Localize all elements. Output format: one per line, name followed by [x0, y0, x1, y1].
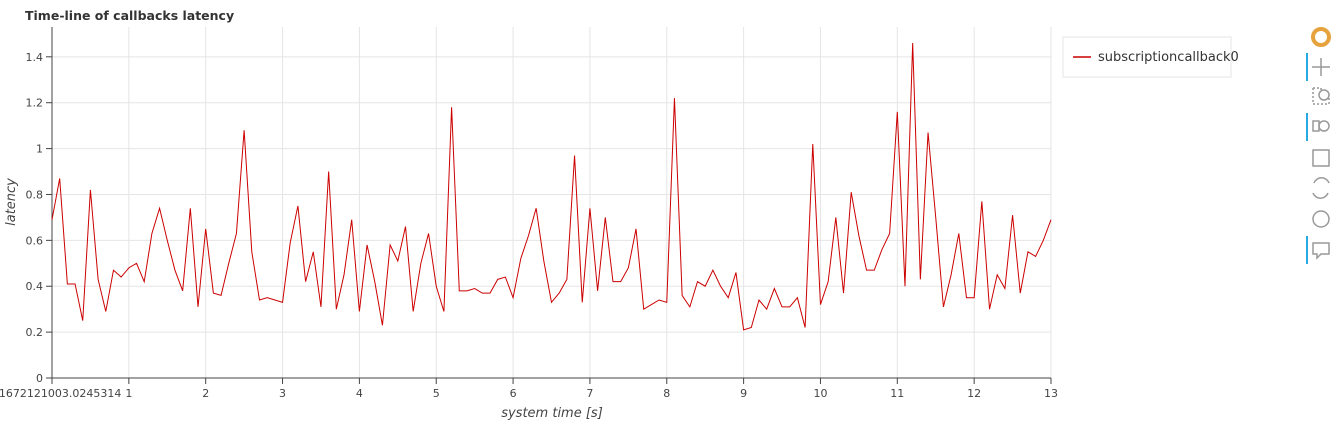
- y-tick-label: 0.8: [26, 188, 44, 201]
- y-tick-label: 1.2: [26, 97, 44, 110]
- x-tick-label: 1: [125, 387, 132, 400]
- x-tick-label: 9: [740, 387, 747, 400]
- save-tool[interactable]: [1312, 149, 1330, 167]
- box-zoom-tool[interactable]: [1312, 87, 1330, 105]
- y-tick-label: 0.2: [26, 326, 44, 339]
- x-tick-label: 8: [663, 387, 670, 400]
- wheel-icon: [1312, 120, 1320, 132]
- reset-tool[interactable]: [1312, 177, 1330, 199]
- y-tick-label: 1: [36, 143, 43, 156]
- chart-title: Time-line of callbacks latency: [25, 8, 234, 23]
- y-tick-label: 0.4: [26, 280, 44, 293]
- x-tick-label: 6: [510, 387, 517, 400]
- wheel-zoom-tool[interactable]: [1318, 120, 1330, 132]
- toolbar: [1306, 27, 1331, 264]
- x-tick-label: 12: [967, 387, 981, 400]
- pan-tool[interactable]: [1312, 58, 1330, 76]
- series-line: [51, 43, 1052, 331]
- bokeh-logo[interactable]: [1311, 27, 1331, 47]
- x-tick-label: 10: [813, 387, 827, 400]
- y-tick-label: 0.6: [26, 234, 44, 247]
- y-tick-label: 1.4: [26, 51, 44, 64]
- y-axis-label: latency: [4, 178, 19, 226]
- y-tick-label: 0: [36, 372, 43, 385]
- x-tick-label: 7: [586, 387, 593, 400]
- zoom-lens: [1318, 89, 1330, 101]
- x-tick-label: 13: [1044, 387, 1058, 400]
- x-tick-label: 4: [356, 387, 363, 400]
- x-tick-label: 2: [202, 387, 209, 400]
- legend-label: subscriptioncallback0: [1098, 50, 1239, 65]
- x-tick-label: 0+1672121003.0245314: [0, 387, 121, 400]
- x-tick-label: 11: [890, 387, 904, 400]
- help-tool[interactable]: [1312, 210, 1330, 228]
- hover-tool[interactable]: [1312, 242, 1330, 260]
- x-axis-label: system time [s]: [501, 406, 603, 421]
- x-tick-label: 5: [433, 387, 440, 400]
- x-tick-label: 3: [279, 387, 286, 400]
